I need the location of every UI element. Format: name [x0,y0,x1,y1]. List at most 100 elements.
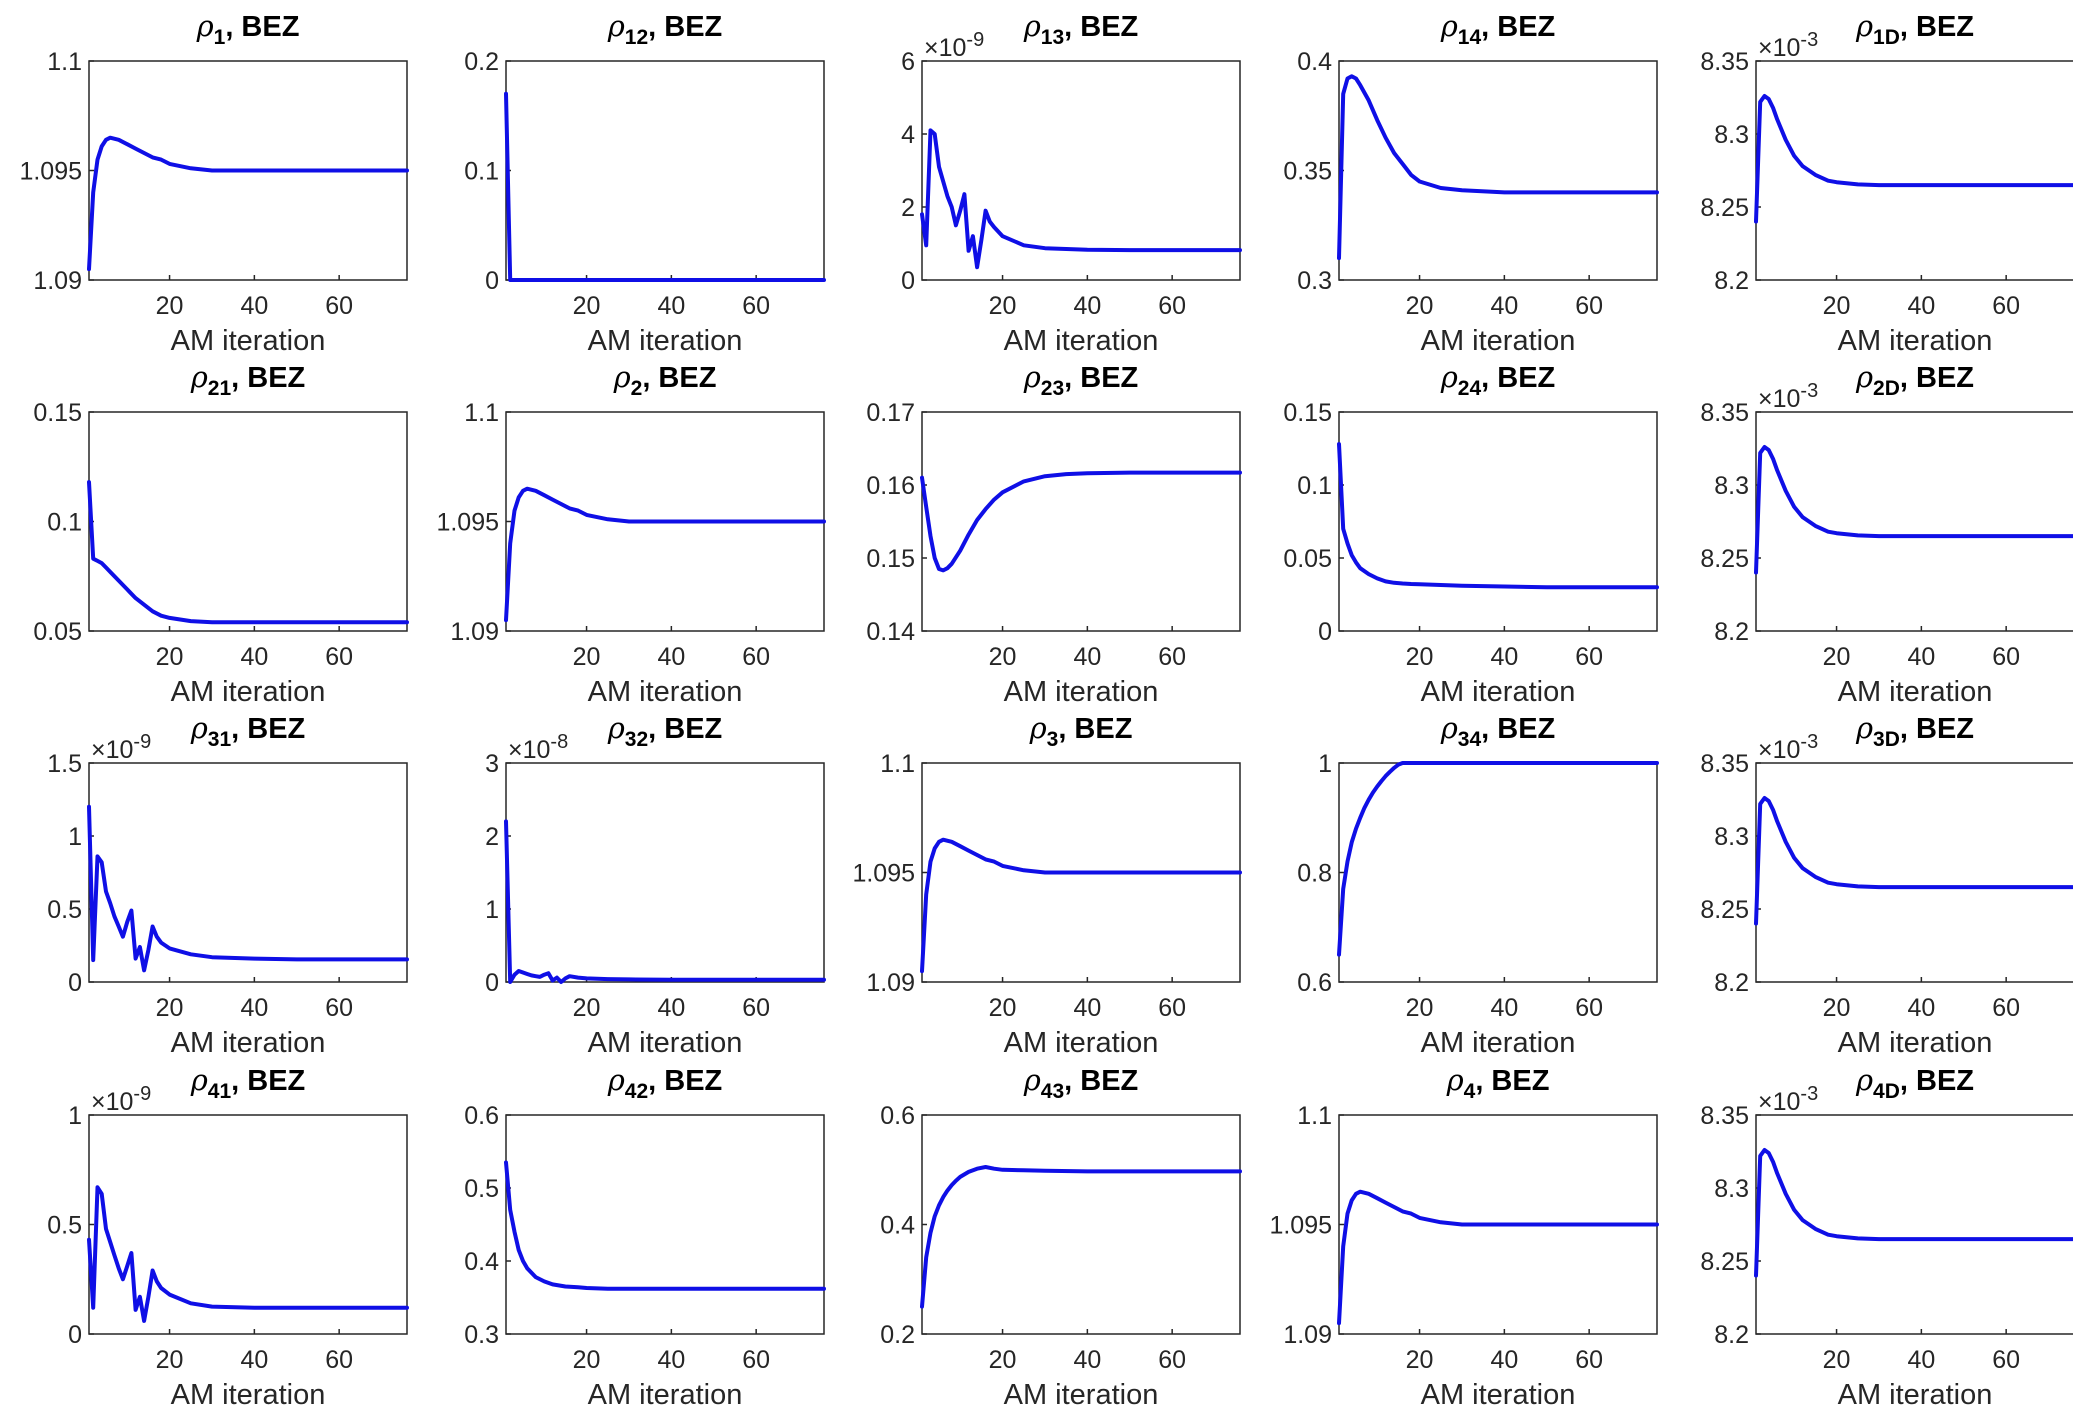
y-tick-label: 1.5 [47,750,82,778]
x-axis-label: AM iteration [1421,676,1576,708]
chart-title: ρ4, BEZ [1446,1063,1550,1103]
y-tick-label: 1 [68,1102,82,1130]
axis-exponent: ×10-8 [508,731,568,764]
chart-title: ρ2D, BEZ [1855,360,1974,400]
y-tick-label: 1.09 [1283,1321,1332,1349]
chart-title: ρ43, BEZ [1023,1063,1139,1103]
chart-0: 1.09 1.095 1.1 20 40 60 AM iteration ρ1, BEZ [19,9,409,357]
y-tick-label: 1.1 [47,48,82,76]
x-tick-label: 20 [1406,1346,1434,1374]
x-tick-label: 60 [742,1346,770,1374]
x-tick-label: 20 [989,1346,1017,1374]
plot-area [505,60,825,281]
x-tick-label: 40 [1907,292,1935,320]
series-line [1337,1189,1659,1326]
x-tick-label: 60 [325,1346,353,1374]
y-tick-label: 0.35 [1283,158,1332,186]
x-tick-label: 60 [1992,1346,2020,1374]
x-axis-label: AM iteration [588,325,743,357]
chart-title: ρ3, BEZ [1029,711,1133,751]
x-tick-label: 20 [989,994,1017,1022]
plot-area [505,1114,825,1335]
plot-area [505,762,825,983]
axis-exponent: ×10-9 [91,731,151,764]
x-tick-label: 60 [1575,1346,1603,1374]
y-tick-label: 0.5 [47,1212,82,1240]
x-tick-label: 20 [1406,292,1434,320]
x-tick-label: 40 [1490,994,1518,1022]
x-tick-label: 60 [1575,292,1603,320]
chart-15: 0 0.5 1 20 40 60 AM iteration ×10-9 ρ41, BEZ [47,1063,409,1411]
y-tick-label: 1.09 [450,618,499,646]
plot-area [921,411,1241,632]
chart-title: ρ4D, BEZ [1855,1063,1974,1103]
chart-8: 0 0.05 0.1 0.15 20 40 60 AM iteration ρ24, BEZ [1283,360,1659,708]
y-tick-label: 0.4 [1297,48,1332,76]
x-tick-label: 40 [240,1346,268,1374]
y-tick-label: 8.25 [1700,896,1749,924]
x-axis-label: AM iteration [1838,1027,1993,1059]
x-tick-label: 20 [1823,1346,1851,1374]
series-line [504,1160,826,1291]
x-axis-label: AM iteration [1838,1379,1993,1411]
y-tick-label: 0.2 [464,48,499,76]
y-tick-label: 1.09 [866,969,915,997]
series-line [1754,1148,2073,1278]
chart-title: ρ31, BEZ [190,711,306,751]
chart-7: 0.14 0.15 0.16 0.17 20 40 60 AM iteration ρ23, B… [866,360,1242,708]
x-tick-label: 60 [742,643,770,671]
chart-2: 0 2 4 6 20 40 60 AM iteration ×10-9 ρ13, BEZ [901,9,1242,357]
y-tick-label: 3 [485,750,499,778]
chart-title: ρ1, BEZ [196,9,300,49]
x-axis-label: AM iteration [1004,676,1159,708]
x-tick-label: 20 [156,1346,184,1374]
chart-title: ρ2, BEZ [613,360,717,400]
x-tick-label: 40 [657,994,685,1022]
x-tick-label: 40 [657,1346,685,1374]
chart-title: ρ13, BEZ [1023,9,1139,49]
x-tick-label: 60 [325,643,353,671]
chart-title: ρ12, BEZ [607,9,723,49]
y-tick-label: 6 [901,48,915,76]
plot-area [921,1114,1241,1335]
y-tick-label: 8.3 [1714,121,1749,149]
plot-area [1755,60,2073,281]
series-line [504,819,826,984]
x-tick-label: 60 [1158,994,1186,1022]
series-line [87,1185,409,1323]
chart-title: ρ42, BEZ [607,1063,723,1103]
y-tick-label: 8.2 [1714,618,1749,646]
x-axis-label: AM iteration [171,325,326,357]
x-tick-label: 60 [1158,292,1186,320]
y-tick-label: 0.15 [866,545,915,573]
y-tick-label: 0.15 [1283,399,1332,427]
y-tick-label: 0.1 [1297,472,1332,500]
y-tick-label: 4 [901,121,915,149]
y-tick-label: 0.6 [1297,969,1332,997]
chart-16: 0.3 0.4 0.5 0.6 20 40 60 AM iteration ρ42, BEZ [464,1063,826,1411]
x-axis-label: AM iteration [1004,1379,1159,1411]
y-tick-label: 8.35 [1700,750,1749,778]
y-tick-label: 1.09 [33,267,82,295]
y-tick-label: 0.4 [464,1248,499,1276]
y-tick-label: 0.16 [866,472,915,500]
x-tick-label: 20 [1823,994,1851,1022]
x-tick-label: 40 [657,643,685,671]
y-tick-label: 1.1 [464,399,499,427]
series-line [504,486,826,623]
series-line [1754,94,2073,224]
x-tick-label: 40 [1490,643,1518,671]
x-axis-label: AM iteration [1838,325,1993,357]
x-tick-label: 20 [1406,994,1434,1022]
y-tick-label: 0.3 [1297,267,1332,295]
series-line [920,470,1242,573]
x-tick-label: 40 [1490,292,1518,320]
y-tick-label: 0.4 [880,1212,915,1240]
series-line [87,804,409,973]
series-line [87,480,409,625]
plot-area [1755,411,2073,632]
x-axis-label: AM iteration [1421,1379,1576,1411]
chart-title: ρ3D, BEZ [1855,711,1974,751]
y-tick-label: 8.35 [1700,48,1749,76]
y-tick-label: 0 [1318,618,1332,646]
